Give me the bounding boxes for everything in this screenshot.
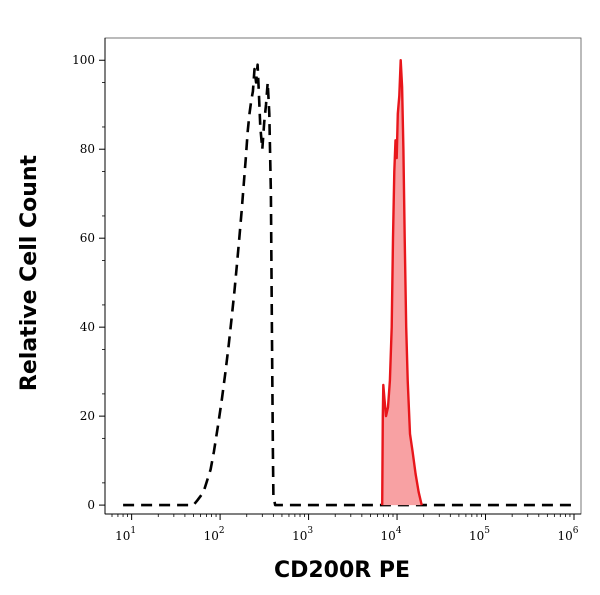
x-tick-exponent: 2	[219, 526, 225, 536]
x-tick-label: 103	[292, 526, 313, 543]
x-tick-base: 10	[204, 529, 219, 543]
x-tick-base: 10	[292, 529, 307, 543]
series-0-line	[123, 63, 574, 507]
y-tick-label: 40	[80, 320, 95, 334]
series-1-line	[381, 59, 423, 506]
y-tick-label: 80	[80, 142, 95, 156]
y-tick-label: 0	[87, 498, 95, 512]
x-tick-label: 102	[204, 526, 225, 543]
y-axis-title: Relative Cell Count	[17, 154, 42, 391]
x-tick-base: 10	[557, 529, 572, 543]
x-tick-exponent: 1	[130, 526, 136, 536]
x-tick-exponent: 5	[484, 526, 490, 536]
x-tick-base: 10	[469, 529, 484, 543]
y-tick-label: 60	[80, 231, 95, 245]
x-tick-exponent: 6	[573, 526, 579, 536]
x-tick-label: 105	[469, 526, 490, 543]
series-1-fill	[382, 60, 422, 506]
plot-frame	[104, 37, 582, 515]
x-tick-base: 10	[115, 529, 130, 543]
x-tick-label: 104	[381, 526, 402, 543]
x-tick-base: 10	[381, 529, 396, 543]
x-axis-title: CD200R PE	[274, 558, 410, 583]
x-tick-label: 106	[557, 526, 578, 543]
y-axis-ticks: 0 20 40 60 80 100	[72, 53, 105, 512]
x-tick-exponent: 4	[396, 526, 402, 536]
series-layer	[123, 59, 574, 507]
x-tick-label: 101	[115, 526, 136, 543]
x-axis-ticks: 101 102 103 104 105 106	[111, 514, 579, 543]
x-tick-exponent: 3	[307, 526, 313, 536]
y-tick-label: 100	[72, 53, 95, 67]
y-tick-label: 20	[80, 409, 95, 423]
